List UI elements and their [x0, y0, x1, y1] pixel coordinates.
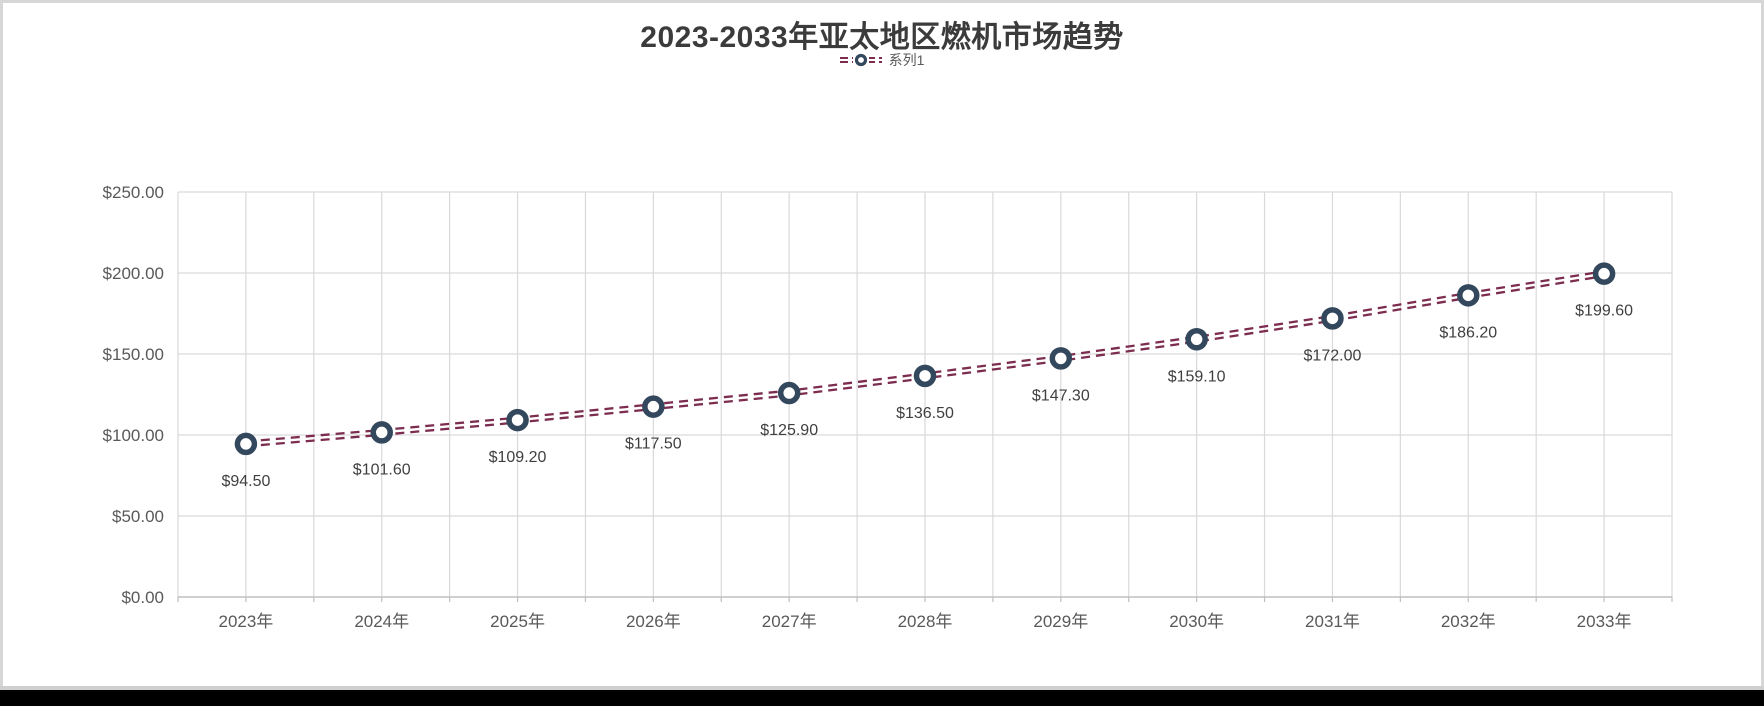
frame-edge-left	[0, 0, 3, 690]
data-label: $159.10	[1168, 368, 1226, 385]
data-label: $117.50	[625, 436, 682, 453]
x-axis-labels: 2023年 2024年 2025年 2026年 2027年 2028年 2029年 2030年…	[218, 612, 1631, 631]
x-tick-label: 2033年	[1577, 612, 1632, 631]
frame-edge-right	[1761, 0, 1764, 690]
data-point-marker[interactable]	[1185, 328, 1208, 351]
data-point-marker[interactable]	[777, 381, 801, 405]
x-axis	[177, 596, 1673, 602]
y-tick-label: $100.00	[103, 426, 164, 445]
data-point-marker[interactable]	[506, 408, 529, 432]
y-tick-label: $200.00	[103, 264, 164, 283]
y-tick-label: $150.00	[103, 345, 164, 364]
y-axis-labels: $0.00 $50.00 $100.00 $150.00 $200.00 $250.00	[103, 183, 164, 607]
data-point-marker[interactable]	[234, 432, 258, 456]
chart-legend[interactable]: 系列1	[0, 50, 1764, 70]
frame-edge-top	[0, 0, 1764, 3]
legend-series-line-icon	[839, 53, 882, 67]
data-point-marker[interactable]	[1592, 262, 1616, 285]
x-tick-label: 2026年	[626, 612, 681, 631]
data-label: $136.50	[896, 405, 954, 422]
bottom-bar	[0, 690, 1764, 706]
x-tick-label: 2023年	[218, 612, 273, 631]
x-tick-label: 2027年	[762, 612, 817, 631]
data-point-marker[interactable]	[370, 421, 393, 444]
x-tick-label: 2024年	[354, 612, 409, 631]
data-label: $199.60	[1575, 303, 1633, 320]
data-label: $109.20	[489, 449, 547, 466]
x-tick-label: 2025年	[490, 612, 545, 631]
data-label: $125.90	[760, 422, 818, 439]
data-label: $172.00	[1304, 347, 1362, 364]
legend-series-label: 系列1	[888, 52, 925, 68]
chart-title: 2023-2033年亚太地区燃机市场趋势	[640, 21, 1124, 54]
data-label: $94.50	[221, 473, 270, 490]
data-label: $186.20	[1439, 324, 1497, 341]
y-tick-label: $250.00	[103, 183, 164, 202]
y-tick-label: $0.00	[121, 588, 164, 607]
data-labels: $94.50 $101.60 $109.20 $117.50 $125.90 $136.5…	[221, 303, 1633, 490]
y-tick-label: $50.00	[112, 507, 164, 526]
frame-edge-bottom	[0, 686, 1764, 690]
series-markers[interactable]	[234, 262, 1616, 456]
x-tick-label: 2032年	[1441, 612, 1496, 631]
gridlines	[177, 191, 1673, 597]
x-tick-label: 2031年	[1305, 612, 1360, 631]
plot-area[interactable]: $0.00 $50.00 $100.00 $150.00 $200.00 $250.00 2…	[0, 0, 1764, 690]
data-point-marker[interactable]	[1049, 347, 1073, 370]
data-point-marker[interactable]	[642, 395, 665, 418]
data-point-marker[interactable]	[913, 364, 937, 388]
data-label: $101.60	[353, 461, 411, 478]
data-point-marker[interactable]	[1457, 284, 1480, 307]
data-point-marker[interactable]	[1321, 307, 1344, 330]
x-tick-label: 2030年	[1169, 612, 1224, 631]
data-label: $147.30	[1032, 387, 1090, 404]
x-tick-label: 2029年	[1033, 612, 1088, 631]
x-tick-label: 2028年	[898, 612, 953, 631]
